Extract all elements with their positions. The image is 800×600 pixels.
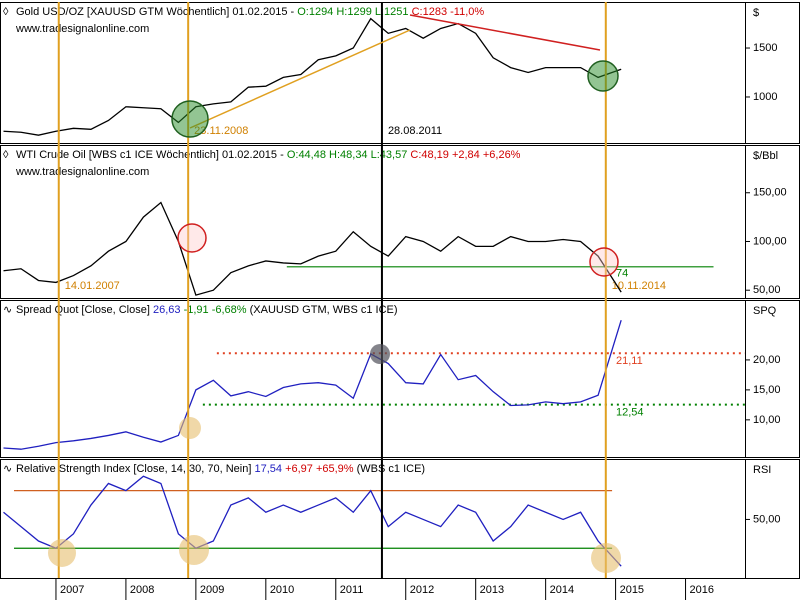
highlight-circle [589, 247, 619, 277]
date-label: 28.08.2011 [388, 125, 442, 137]
y-tick-label: 10,00 [753, 414, 781, 426]
highlight-circle [48, 539, 76, 567]
y-tick-label: 50,00 [753, 284, 781, 296]
header-icon: ∿ [3, 304, 12, 316]
x-tick-label: 2008 [130, 584, 154, 596]
header-part: 26,63 [153, 304, 184, 316]
series-line [3, 201, 622, 296]
y-tick-label: 20,00 [753, 354, 781, 366]
x-tick-label: 2016 [690, 584, 714, 596]
reference-label: 21,11 [616, 355, 643, 367]
header-icon: ◊ [3, 6, 9, 18]
x-tick-label: 2012 [410, 584, 434, 596]
unit-label: SPQ [753, 305, 777, 317]
x-tick-label: 2010 [270, 584, 294, 596]
header-part: Gold USD/OZ [XAUUSD GTM Wöchentlich] 01.… [16, 6, 297, 18]
header-part: C:48,19 +2,84 +6,26% [410, 149, 520, 161]
x-tick-label: 2014 [550, 584, 574, 596]
series-line [3, 320, 622, 450]
header-part: (WBS c1 ICE) [357, 463, 425, 475]
highlight-circle [591, 543, 621, 573]
header-part: O:44,48 H:48,34 L:43,57 [287, 149, 411, 161]
highlight-circle [179, 535, 209, 565]
header-part: Spread Quot [Close, Close] [16, 304, 153, 316]
series-line [3, 17, 622, 136]
header-part: +6,97 +65,9% [285, 463, 357, 475]
highlight-circle [587, 60, 619, 92]
unit-label: $ [753, 7, 759, 19]
header-part: Relative Strength Index [Close, 14, 30, … [16, 463, 254, 475]
trend-line [189, 29, 411, 129]
unit-label: $/Bbl [753, 150, 778, 162]
y-tick-label: 1500 [753, 42, 777, 54]
header-part: C:1283 -11,0% [412, 6, 485, 18]
header-icon: ◊ [3, 149, 9, 161]
series-line [3, 475, 622, 567]
header-part: O:1294 H:1299 L:1251 [297, 6, 411, 18]
y-tick-label: 1000 [753, 91, 777, 103]
panel-header: Relative Strength Index [Close, 14, 30, … [16, 463, 425, 475]
x-tick-label: 2011 [340, 584, 364, 596]
source: www.tradesignalonline.com [15, 166, 149, 178]
panel-header: WTI Crude Oil [WBS c1 ICE Wöchentlich] 0… [16, 149, 521, 161]
panel-header: Gold USD/OZ [XAUUSD GTM Wöchentlich] 01.… [16, 6, 484, 18]
highlight-circle [177, 223, 207, 253]
header-icon: ∿ [3, 463, 12, 475]
highlight-circle [370, 344, 390, 364]
y-tick-label: 100,00 [753, 235, 787, 247]
highlights [48, 14, 621, 573]
y-tick-label: 15,00 [753, 384, 781, 396]
x-tick-label: 2015 [620, 584, 644, 596]
source: www.tradesignalonline.com [15, 23, 149, 35]
unit-label: RSI [753, 464, 771, 476]
date-label: 14.01.2007 [65, 280, 120, 292]
header-part: -1,91 -6,68% [184, 304, 250, 316]
highlight-circle [171, 100, 209, 138]
reference-label: 74 [616, 268, 628, 280]
x-tick-label: 2009 [200, 584, 224, 596]
reference-label: 12,54 [616, 407, 644, 419]
x-tick-label: 2007 [60, 584, 84, 596]
x-tick-label: 2013 [480, 584, 504, 596]
header-part: (XAUUSD GTM, WBS c1 ICE) [250, 304, 398, 316]
date-label: 10.11.2014 [612, 280, 666, 292]
panel-header: Spread Quot [Close, Close] 26,63 -1,91 -… [16, 304, 398, 316]
trend-line [409, 14, 601, 51]
date-label: 23.11.2008 [194, 125, 248, 137]
y-tick-label: 50,00 [753, 513, 781, 525]
highlight-circle [179, 417, 201, 439]
y-tick-label: 150,00 [753, 187, 787, 199]
header-part: WTI Crude Oil [WBS c1 ICE Wöchentlich] 0… [16, 149, 287, 161]
header-part: 17,54 [254, 463, 285, 475]
